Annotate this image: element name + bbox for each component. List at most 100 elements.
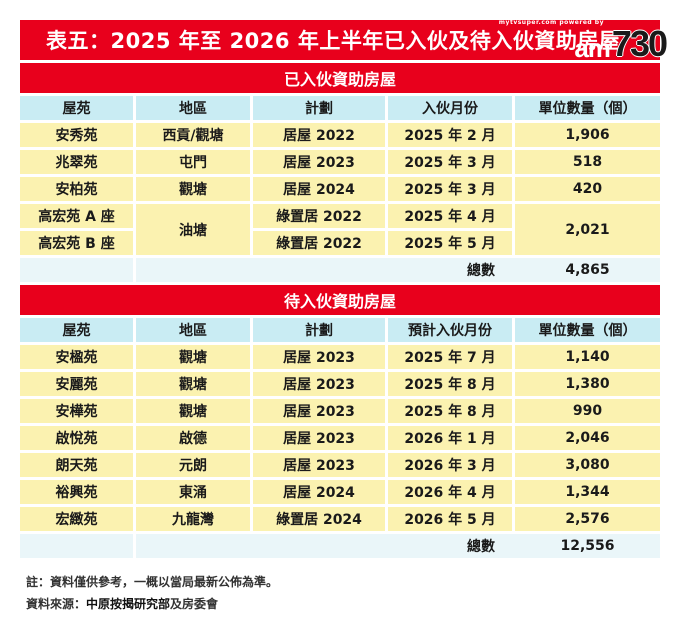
cell-district: 西貢/觀塘 [136,123,253,147]
header-district: 地區 [136,96,253,120]
cell-units: 3,080 [515,453,660,477]
header-estate: 屋苑 [20,318,136,342]
pending-housing-table: 屋苑 地區 計劃 預計入伙月份 單位數量（個） 安楹苑 觀塘 居屋 2023 2… [20,315,660,561]
cell-units: 420 [515,177,660,201]
cell-estate: 啟悅苑 [20,426,136,450]
cell-district: 九龍灣 [136,507,253,531]
cell-district: 元朗 [136,453,253,477]
total-label: 總數 [136,258,515,282]
logo-am: am [574,33,611,63]
cell-month: 2025 年 8 月 [388,372,515,396]
cell-units: 1,906 [515,123,660,147]
table-row: 安樺苑 觀塘 居屋 2023 2025 年 8 月 990 [20,399,660,423]
cell-month: 2026 年 4 月 [388,480,515,504]
table-row: 宏緻苑 九龍灣 綠置居 2024 2026 年 5 月 2,576 [20,507,660,531]
table-row: 啟悅苑 啟德 居屋 2023 2026 年 1 月 2,046 [20,426,660,450]
cell-district: 屯門 [136,150,253,174]
cell-scheme: 綠置居 2022 [253,231,388,255]
total-value: 12,556 [515,534,660,558]
total-blank [20,534,136,558]
cell-scheme: 居屋 2023 [253,399,388,423]
cell-estate: 高宏苑 B 座 [20,231,136,255]
cell-scheme: 居屋 2022 [253,123,388,147]
cell-month: 2026 年 5 月 [388,507,515,531]
figure-title-text: 表五：2025 年至 2026 年上半年已入伙及待入伙資助房屋 [46,29,621,53]
table-row: 朗天苑 元朗 居屋 2023 2026 年 3 月 3,080 [20,453,660,477]
cell-district: 觀塘 [136,345,253,369]
cell-units: 2,576 [515,507,660,531]
total-value: 4,865 [515,258,660,282]
cell-month: 2025 年 4 月 [388,204,515,228]
cell-district-merged: 油塘 [136,204,253,255]
header-units: 單位數量（個） [515,318,660,342]
cell-scheme: 居屋 2023 [253,345,388,369]
total-row: 總數 12,556 [20,534,660,558]
cell-estate: 安楹苑 [20,345,136,369]
logo-tagline: mytvsuper.com powered by [498,19,604,26]
cell-units: 1,380 [515,372,660,396]
logo-730: 730 [611,22,668,64]
cell-month: 2026 年 3 月 [388,453,515,477]
cell-scheme: 居屋 2023 [253,453,388,477]
header-estate: 屋苑 [20,96,136,120]
table-row: 兆翠苑 屯門 居屋 2023 2025 年 3 月 518 [20,150,660,174]
source-suffix: 及房委會 [170,597,219,611]
cell-units: 2,046 [515,426,660,450]
cell-month: 2025 年 8 月 [388,399,515,423]
source-note: 資料來源：中原按揭研究部及房委會 [26,593,660,615]
cell-units: 990 [515,399,660,423]
cell-district: 觀塘 [136,177,253,201]
table-row: 高宏苑 B 座 綠置居 2022 2025 年 5 月 [20,231,660,255]
am730-logo: mytvsuper.com powered by am 730 [499,17,668,64]
cell-district: 東涌 [136,480,253,504]
total-row: 總數 4,865 [20,258,660,282]
cell-scheme: 居屋 2023 [253,372,388,396]
cell-month: 2026 年 1 月 [388,426,515,450]
header-scheme: 計劃 [253,96,388,120]
section-heading-pending: 待入伙資助房屋 [20,285,660,315]
cell-estate: 兆翠苑 [20,150,136,174]
cell-estate: 高宏苑 A 座 [20,204,136,228]
table-header-row: 屋苑 地區 計劃 預計入伙月份 單位數量（個） [20,318,660,342]
cell-estate: 安秀苑 [20,123,136,147]
cell-estate: 朗天苑 [20,453,136,477]
table-figure: 表五：2025 年至 2026 年上半年已入伙及待入伙資助房屋 mytvsupe… [20,19,668,615]
cell-scheme: 居屋 2024 [253,480,388,504]
completed-housing-table: 屋苑 地區 計劃 入伙月份 單位數量（個） 安秀苑 西貢/觀塘 居屋 2022 … [20,93,660,285]
section-heading-completed: 已入伙資助房屋 [20,63,660,93]
table-row: 安楹苑 觀塘 居屋 2023 2025 年 7 月 1,140 [20,345,660,369]
disclaimer-note: 註：資料僅供參考，一概以當局最新公佈為準。 [26,575,279,589]
source-bold: 中原按揭研究部 [86,597,171,611]
table-header-row: 屋苑 地區 計劃 入伙月份 單位數量（個） [20,96,660,120]
source-prefix: 資料來源： [26,597,87,611]
table-row: 安麗苑 觀塘 居屋 2023 2025 年 8 月 1,380 [20,372,660,396]
cell-estate: 安柏苑 [20,177,136,201]
cell-month: 2025 年 5 月 [388,231,515,255]
header-district: 地區 [136,318,253,342]
header-units: 單位數量（個） [515,96,660,120]
total-blank [20,258,136,282]
cell-estate: 安麗苑 [20,372,136,396]
cell-month: 2025 年 3 月 [388,150,515,174]
footnotes: 註：資料僅供參考，一概以當局最新公佈為準。 資料來源：中原按揭研究部及房委會 [20,571,660,615]
cell-district: 觀塘 [136,399,253,423]
cell-scheme: 綠置居 2022 [253,204,388,228]
table-row: 裕興苑 東涌 居屋 2024 2026 年 4 月 1,344 [20,480,660,504]
cell-units: 1,344 [515,480,660,504]
header-month: 入伙月份 [388,96,515,120]
cell-estate: 裕興苑 [20,480,136,504]
cell-scheme: 居屋 2024 [253,177,388,201]
cell-estate: 宏緻苑 [20,507,136,531]
table-row: 安秀苑 西貢/觀塘 居屋 2022 2025 年 2 月 1,906 [20,123,660,147]
cell-month: 2025 年 3 月 [388,177,515,201]
header-scheme: 計劃 [253,318,388,342]
cell-district: 啟德 [136,426,253,450]
cell-units: 518 [515,150,660,174]
table-row: 安柏苑 觀塘 居屋 2024 2025 年 3 月 420 [20,177,660,201]
cell-scheme: 居屋 2023 [253,426,388,450]
cell-estate: 安樺苑 [20,399,136,423]
cell-units-merged: 2,021 [515,204,660,255]
cell-units: 1,140 [515,345,660,369]
header-month: 預計入伙月份 [388,318,515,342]
cell-month: 2025 年 2 月 [388,123,515,147]
